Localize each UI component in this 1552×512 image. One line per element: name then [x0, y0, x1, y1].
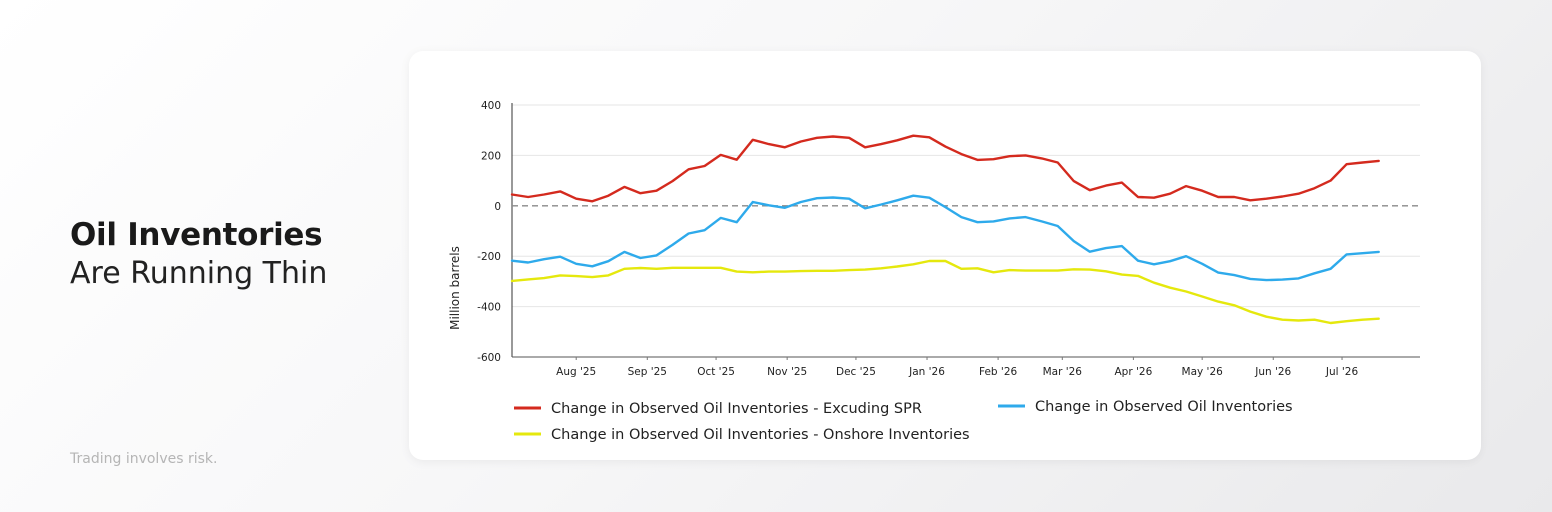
series-line-1: [510, 134, 1380, 203]
y-axis-label: Million barrels: [448, 246, 462, 330]
chart-card: Million barrels 400 200 0 -200 -400 -600 Aug …: [409, 51, 1481, 460]
x-tick-label: Dec '25: [836, 366, 876, 378]
y-tick-label: 200: [481, 150, 501, 162]
line-chart: Million barrels 400 200 0 -200 -400 -600 Aug …: [448, 100, 1420, 443]
x-tick-label: Jul '26: [1325, 366, 1359, 378]
y-tick-label: -400: [477, 302, 501, 314]
x-tick-label: Feb '26: [979, 366, 1017, 378]
x-tick-label: Oct '25: [697, 366, 735, 378]
x-tick-label: May '26: [1182, 366, 1224, 378]
headline-light: Are Running Thin: [70, 256, 328, 291]
y-tick-label: 400: [481, 100, 501, 112]
x-tick-label: Apr '26: [1115, 366, 1153, 378]
x-tick-label: Sep '25: [628, 366, 667, 378]
x-tick-label: Mar '26: [1043, 366, 1083, 378]
risk-disclaimer: Trading involves risk.: [70, 451, 218, 467]
y-tick-label: -200: [477, 251, 501, 263]
series-line-2: [510, 194, 1380, 282]
legend-label-1: Change in Observed Oil Inventories - Exc…: [551, 401, 922, 417]
y-tick-label: 0: [494, 201, 501, 213]
headline: Oil Inventories Are Running Thin: [70, 215, 327, 293]
x-tick-label: Aug '25: [556, 366, 596, 378]
series-line-3: [510, 259, 1380, 325]
headline-bold: Oil Inventories: [70, 217, 323, 253]
y-tick-label: -600: [477, 352, 501, 364]
x-tick-label: Nov '25: [767, 366, 807, 378]
legend-label-2: Change in Observed Oil Inventories: [1035, 399, 1293, 415]
x-tick-label: Jun '26: [1254, 366, 1291, 378]
x-tick-label: Jan '26: [908, 366, 945, 378]
legend-label-3: Change in Observed Oil Inventories - Ons…: [551, 427, 970, 443]
